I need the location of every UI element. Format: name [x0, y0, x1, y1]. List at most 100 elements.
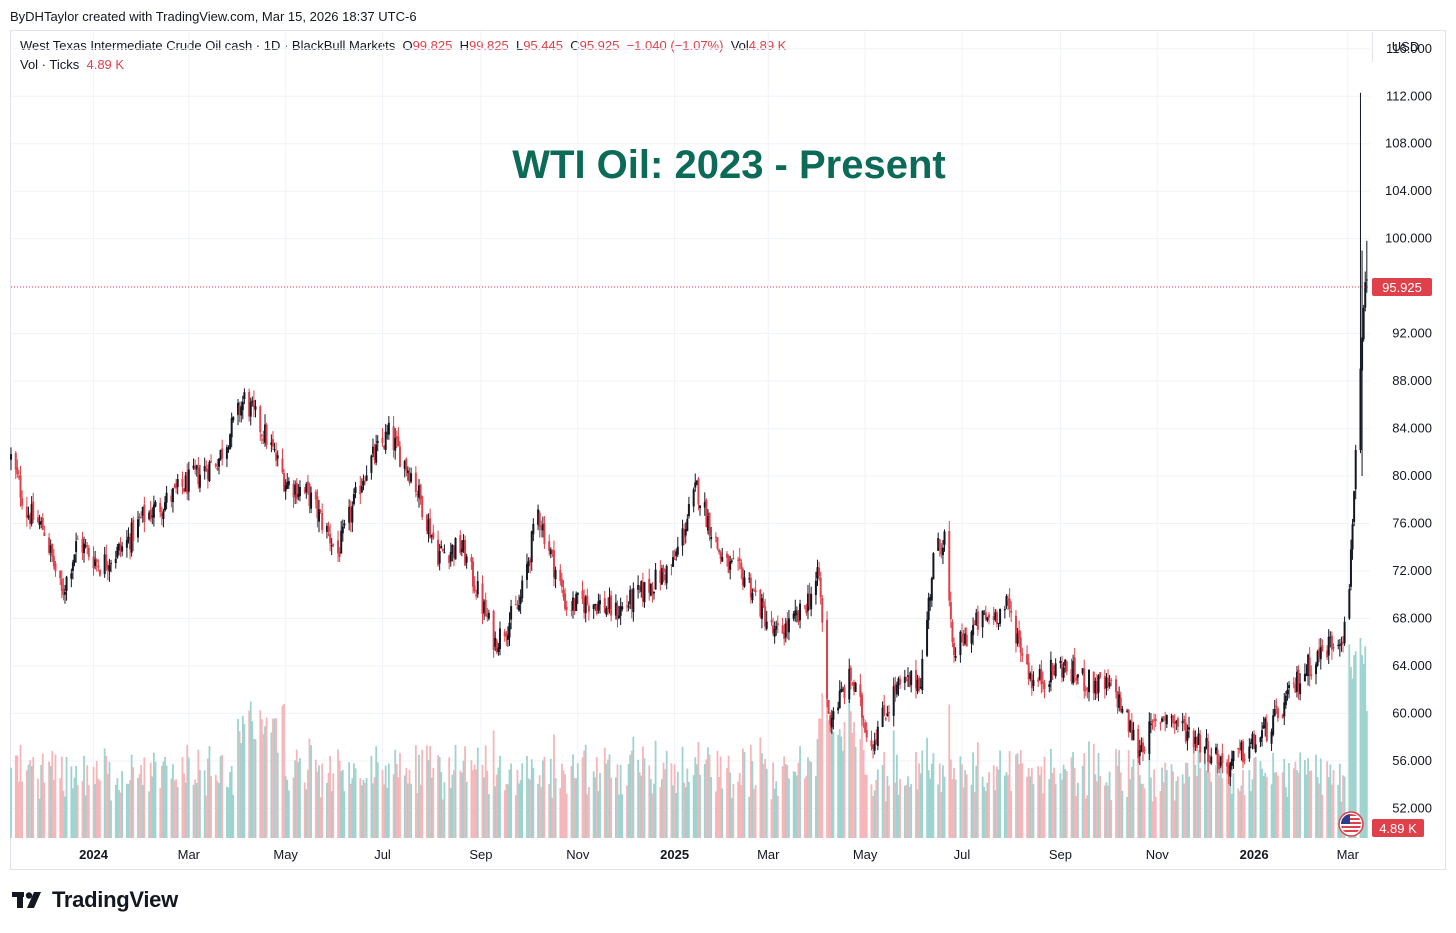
volume-bar: [984, 791, 987, 838]
candle-body: [308, 483, 311, 507]
volume-bar: [152, 752, 155, 838]
candle-body: [170, 495, 173, 502]
volume-bar: [41, 753, 44, 838]
candle-body: [753, 589, 756, 591]
y-tick-label: 64.000: [1392, 658, 1432, 673]
volume-bar: [565, 793, 568, 838]
tradingview-logo[interactable]: TradingView: [12, 887, 178, 913]
volume-bar: [1286, 796, 1289, 838]
candle-body: [275, 452, 278, 461]
volume-bar: [316, 771, 319, 838]
volume-bar: [253, 738, 255, 838]
candle-body: [1073, 657, 1076, 676]
candle-body: [638, 586, 641, 591]
volume-bar: [1210, 781, 1213, 838]
candle-body: [1107, 677, 1110, 687]
volume-bar: [421, 749, 424, 838]
volume-bar: [718, 777, 720, 838]
volume-bar: [494, 786, 497, 838]
volume-bar: [407, 783, 409, 838]
volume-bar: [583, 750, 586, 838]
volume-bar: [454, 744, 457, 838]
volume-bar: [1316, 777, 1319, 838]
candle-body: [1330, 635, 1333, 650]
volume-bar: [783, 756, 786, 838]
candle-body: [1292, 682, 1295, 684]
volume-bar: [1030, 767, 1033, 838]
candle-body: [1116, 691, 1119, 708]
candle-body: [375, 444, 378, 463]
volume-bar: [818, 718, 820, 838]
candle-body: [494, 637, 497, 647]
x-tick-label: 2025: [660, 847, 689, 862]
volume-bar: [772, 762, 774, 838]
volume-bar: [827, 720, 830, 838]
volume-bar: [173, 780, 176, 838]
volume-bar: [1361, 655, 1363, 838]
volume-bar: [1142, 783, 1144, 838]
candle-body: [799, 603, 802, 621]
candle-body: [527, 561, 530, 567]
volume-bar: [1049, 748, 1052, 838]
us-flag-icon[interactable]: [1338, 811, 1364, 837]
candle-body: [448, 555, 451, 564]
x-tick-label: Mar: [178, 847, 201, 862]
volume-bar: [483, 777, 486, 838]
volume-bar: [1126, 797, 1128, 838]
volume-bar: [727, 755, 730, 838]
candle-body: [1007, 598, 1010, 601]
currency-selector[interactable]: USD: [1372, 32, 1438, 62]
candle-body: [1318, 648, 1321, 657]
volume-bar: [148, 791, 151, 838]
volume-bar: [165, 765, 168, 838]
volume-bar: [1354, 651, 1357, 838]
candle-body: [783, 632, 786, 639]
volume-bar: [1127, 750, 1130, 838]
candle-body: [30, 504, 33, 525]
candle-body: [71, 562, 74, 571]
volume-legend[interactable]: Vol · Ticks 4.89 K: [20, 57, 124, 72]
volume-bar: [1062, 764, 1065, 838]
candle-body: [1207, 741, 1210, 762]
volume-bar: [1027, 767, 1030, 838]
volume-bar: [1119, 772, 1122, 838]
volume-indicator-name[interactable]: Vol · Ticks: [20, 57, 80, 72]
candle-body: [351, 505, 354, 523]
volume-bar: [786, 765, 789, 838]
volume-bar: [1299, 752, 1302, 838]
volume-bar: [1199, 768, 1202, 838]
volume-bar: [526, 755, 528, 838]
candle-body: [395, 436, 398, 439]
candle-body: [565, 606, 568, 610]
candle-body: [1086, 687, 1089, 690]
candle-body: [1284, 695, 1287, 706]
candle-body: [216, 468, 219, 470]
volume-bar: [1032, 784, 1035, 838]
candle-body: [683, 529, 686, 538]
volume-bar: [1010, 790, 1013, 838]
volume-bar: [1043, 756, 1046, 838]
candle-body: [897, 678, 900, 686]
candle-body: [27, 515, 30, 518]
volume-bar: [781, 766, 784, 838]
candle-body: [821, 598, 824, 623]
volume-bar: [1164, 762, 1167, 838]
last-price-tag: [1372, 278, 1432, 297]
x-tick-label: 2024: [79, 847, 109, 862]
y-tick-label: 108.000: [1385, 136, 1432, 151]
candle-body: [681, 528, 684, 546]
volume-bar: [797, 762, 800, 838]
volume-bar: [648, 765, 651, 838]
candle-body: [1173, 722, 1176, 724]
candle-body: [672, 557, 675, 567]
volume-bar: [543, 756, 546, 838]
candle-body: [586, 595, 589, 603]
candle-body: [281, 458, 284, 473]
volume-bar: [1105, 782, 1108, 838]
volume-bar: [894, 782, 897, 838]
volume-bar: [629, 754, 632, 838]
volume-bar: [326, 782, 328, 838]
candle-body: [1275, 705, 1278, 708]
volume-bar: [1221, 778, 1224, 838]
